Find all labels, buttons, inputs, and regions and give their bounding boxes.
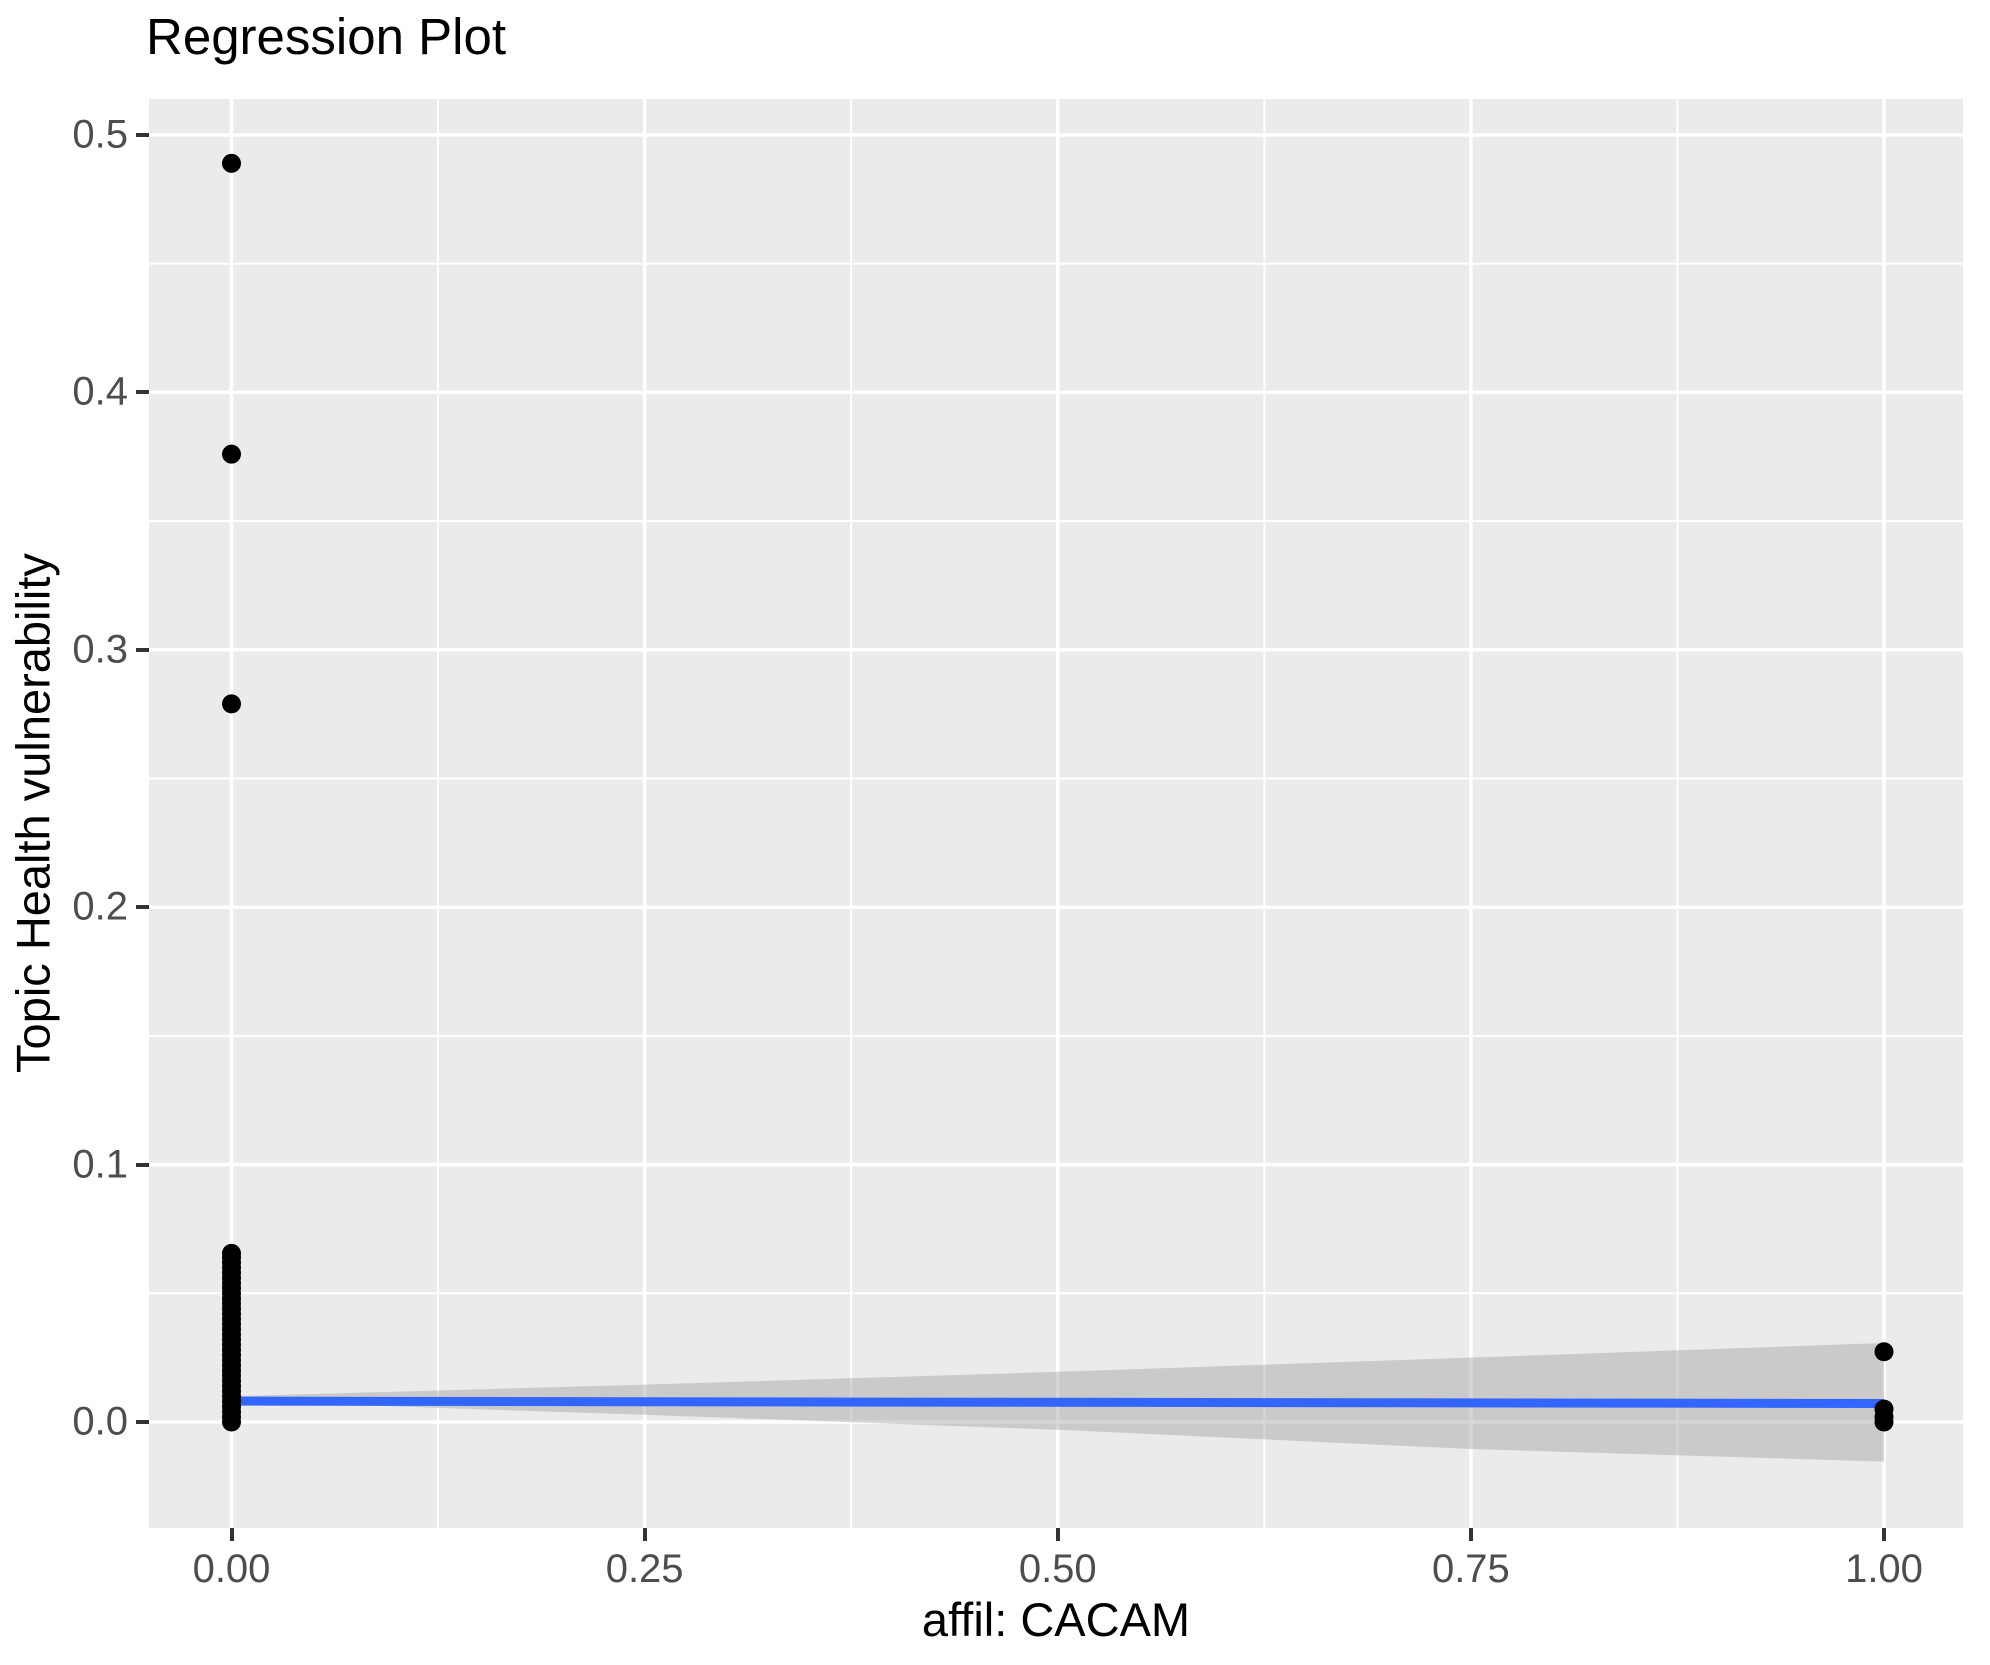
y-tick-mark — [136, 905, 149, 910]
y-tick-mark — [136, 133, 149, 137]
y-tick-label: 0.4 — [72, 369, 128, 414]
data-point — [1874, 1342, 1894, 1362]
x-tick-mark — [1055, 1528, 1060, 1541]
data-point — [222, 694, 241, 714]
x-tick-label: 1.00 — [1845, 1547, 1923, 1591]
y-tick-label: 0.3 — [72, 627, 128, 672]
y-tick-label: 0.1 — [72, 1142, 128, 1187]
regression-line — [231, 1396, 1885, 1408]
x-tick-label: 0.25 — [605, 1547, 684, 1591]
x-tick-mark — [1882, 1528, 1886, 1541]
y-tick-mark — [136, 1162, 149, 1167]
x-tick-mark — [1468, 1528, 1473, 1541]
y-tick-mark — [136, 1420, 149, 1424]
data-point — [222, 1243, 241, 1263]
y-tick-label: 0.2 — [72, 884, 128, 929]
x-tick-mark — [229, 1528, 234, 1541]
y-tick-label: 0.0 — [72, 1399, 128, 1444]
x-tick-label: 0.50 — [1018, 1547, 1097, 1591]
x-tick-mark — [642, 1528, 647, 1541]
data-point — [222, 153, 241, 173]
y-tick-mark — [136, 647, 149, 652]
x-axis-title: affil: CACAM — [921, 1593, 1191, 1646]
x-tick-label: 0.00 — [192, 1547, 271, 1591]
data-point — [1874, 1399, 1894, 1419]
plot-title: Regression Plot — [146, 8, 507, 65]
x-tick-label: 0.75 — [1431, 1547, 1510, 1591]
y-tick-mark — [136, 390, 149, 395]
plot-panel — [149, 99, 1963, 1528]
y-tick-label: 0.5 — [72, 112, 128, 157]
data-point — [222, 444, 241, 464]
